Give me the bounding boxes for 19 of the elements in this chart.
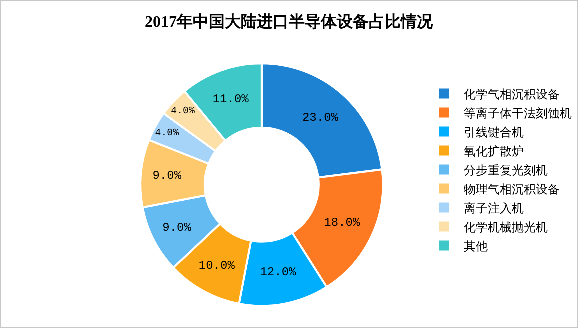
data-label: 18.0% bbox=[324, 216, 361, 230]
data-label: 9.0% bbox=[162, 220, 192, 235]
legend-label: 物理气相沉积设备 bbox=[464, 182, 560, 196]
legend-label: 引线键合机 bbox=[464, 125, 524, 140]
data-label: 10.0% bbox=[198, 259, 236, 274]
legend-label: 氧化扩散炉 bbox=[464, 144, 524, 158]
data-label: 11.0% bbox=[212, 92, 250, 107]
legend-label: 离子注入机 bbox=[464, 201, 524, 216]
data-label: 23.0% bbox=[302, 111, 340, 126]
data-label: 9.0% bbox=[152, 168, 182, 183]
data-label: 4.0% bbox=[155, 127, 180, 138]
legend-label: 化学机械抛光机 bbox=[464, 220, 548, 234]
legend-label: 分步重复光刻机 bbox=[464, 163, 548, 178]
data-label: 12.0% bbox=[260, 265, 298, 280]
legend-label: 化学气相沉积设备 bbox=[464, 87, 560, 102]
chart-title: 2017年中国大陆进口半导体设备占比情况 bbox=[145, 12, 434, 31]
legend-label: 其他 bbox=[464, 239, 488, 254]
data-label: 4.0% bbox=[171, 106, 195, 117]
legend-label: 等离子体干法刻蚀机 bbox=[464, 106, 572, 120]
